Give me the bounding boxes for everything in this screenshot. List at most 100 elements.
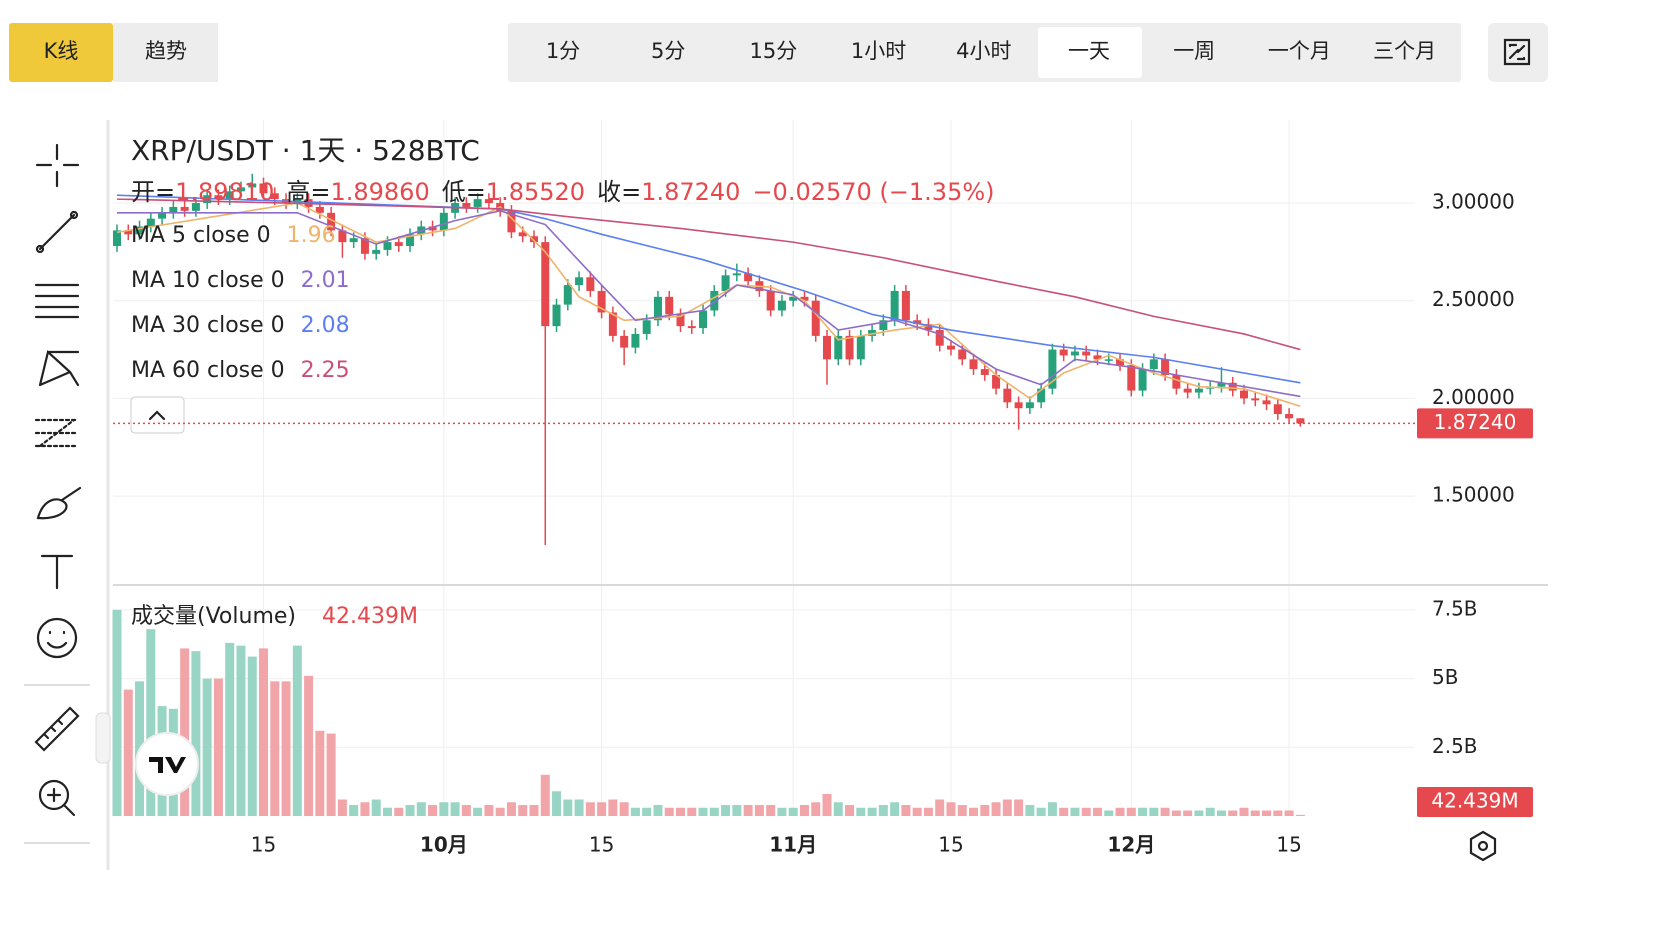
volume-bar: [1081, 807, 1091, 816]
candle-body: [721, 275, 730, 291]
candle-body: [1172, 374, 1181, 389]
interval[interactable]: 1分: [546, 39, 580, 63]
candle-body: [248, 183, 257, 188]
candle-body: [845, 335, 854, 360]
candle-body: [124, 230, 133, 235]
candle-body: [823, 335, 832, 360]
candle-body: [620, 335, 629, 348]
candle-body: [563, 285, 572, 305]
candle-body: [879, 320, 888, 331]
candle-body: [270, 193, 279, 200]
ma-value: 2.08: [301, 313, 350, 338]
candle-body: [800, 296, 809, 301]
volume-bar: [416, 802, 426, 816]
volume-bar: [123, 689, 133, 816]
candle-body: [676, 314, 685, 327]
volume-bar: [371, 799, 381, 816]
volume-bar: [360, 802, 370, 816]
volume-bar: [304, 675, 314, 816]
stat-name: 高=: [286, 178, 330, 206]
candle-body: [518, 232, 527, 237]
volume-bar: [1284, 810, 1294, 816]
volume-bar: [382, 807, 392, 816]
stat-name: 开=: [131, 178, 175, 206]
volume-bar: [1295, 814, 1305, 816]
volume-bar: [518, 805, 528, 816]
stat-name: 收=: [597, 178, 641, 206]
volume-bar: [901, 805, 911, 816]
interval[interactable]: 一周: [1173, 39, 1215, 63]
collapse-handle[interactable]: [95, 712, 111, 764]
interval-active[interactable]: [1038, 27, 1142, 78]
candle-body: [935, 330, 944, 346]
tab-kline[interactable]: [9, 23, 113, 82]
volume-bar: [552, 791, 562, 816]
candle-body: [259, 183, 268, 194]
candle-body: [1149, 359, 1158, 370]
candle-body: [541, 242, 550, 327]
volume-bar: [495, 807, 505, 816]
candle-body: [992, 374, 1001, 389]
volume-bar: [991, 802, 1001, 816]
volume-bar: [315, 730, 325, 816]
candle-body: [191, 203, 200, 211]
logo-mark: [149, 757, 186, 773]
candle-body: [462, 203, 471, 207]
candle-body: [642, 320, 651, 334]
candle-body: [699, 310, 708, 329]
volume-bar: [732, 805, 742, 816]
y-tick-label: 1.50000: [1432, 483, 1515, 507]
candle-body: [327, 212, 336, 231]
interval[interactable]: 一个月: [1268, 39, 1331, 63]
volume-bar: [540, 774, 550, 816]
interval[interactable]: 5分: [651, 39, 685, 63]
volume-bar: [822, 794, 832, 816]
interval[interactable]: 一天: [1068, 39, 1110, 63]
candle-body: [1104, 359, 1113, 361]
volume-bar: [405, 805, 415, 816]
candle-body: [439, 212, 448, 231]
candle-body: [856, 335, 865, 360]
stat-value: 1.87240: [641, 178, 740, 206]
tab-trend[interactable]: [113, 23, 218, 82]
candle-body: [868, 330, 877, 336]
volume-bar: [1160, 807, 1170, 816]
volume-bar: [146, 629, 156, 816]
volume-bar: [676, 807, 685, 816]
volume-bar: [619, 802, 629, 816]
volume-bar: [630, 807, 640, 816]
y-tick-label: 7.5B: [1432, 596, 1478, 620]
logo[interactable]: [135, 732, 199, 796]
candle-body: [484, 199, 493, 204]
candle-body: [1025, 402, 1034, 409]
volume-bar: [1149, 807, 1159, 816]
volume-bar: [698, 807, 708, 816]
drawing-tools[interactable]: [24, 143, 90, 844]
candle-body: [766, 290, 775, 311]
interval[interactable]: 三个月: [1373, 39, 1436, 63]
settings-icon[interactable]: [1469, 830, 1497, 862]
candle-body: [1127, 365, 1136, 391]
ma-name: MA 10 close 0: [131, 268, 285, 293]
candle-body: [1183, 388, 1192, 393]
candle-body: [924, 324, 933, 331]
candle-body: [732, 273, 741, 276]
interval[interactable]: 15分: [750, 39, 798, 63]
interval[interactable]: 4小时: [956, 39, 1011, 63]
volume-bar: [1262, 810, 1272, 816]
volume-bar: [439, 802, 449, 816]
volume-bar: [585, 802, 595, 816]
candle-body: [1093, 355, 1102, 360]
candle-body: [1048, 349, 1057, 389]
x-tick-label: 12月: [1107, 833, 1155, 857]
candle-body: [1262, 400, 1271, 405]
candle-body: [394, 242, 403, 247]
volume-bar: [1036, 807, 1046, 816]
interval[interactable]: 1小时: [851, 39, 906, 63]
volume-bar: [473, 807, 483, 816]
volume-bar: [281, 681, 291, 816]
candle-body: [1138, 369, 1147, 391]
volume-bar: [213, 678, 223, 816]
legend-toggle[interactable]: [130, 396, 185, 434]
